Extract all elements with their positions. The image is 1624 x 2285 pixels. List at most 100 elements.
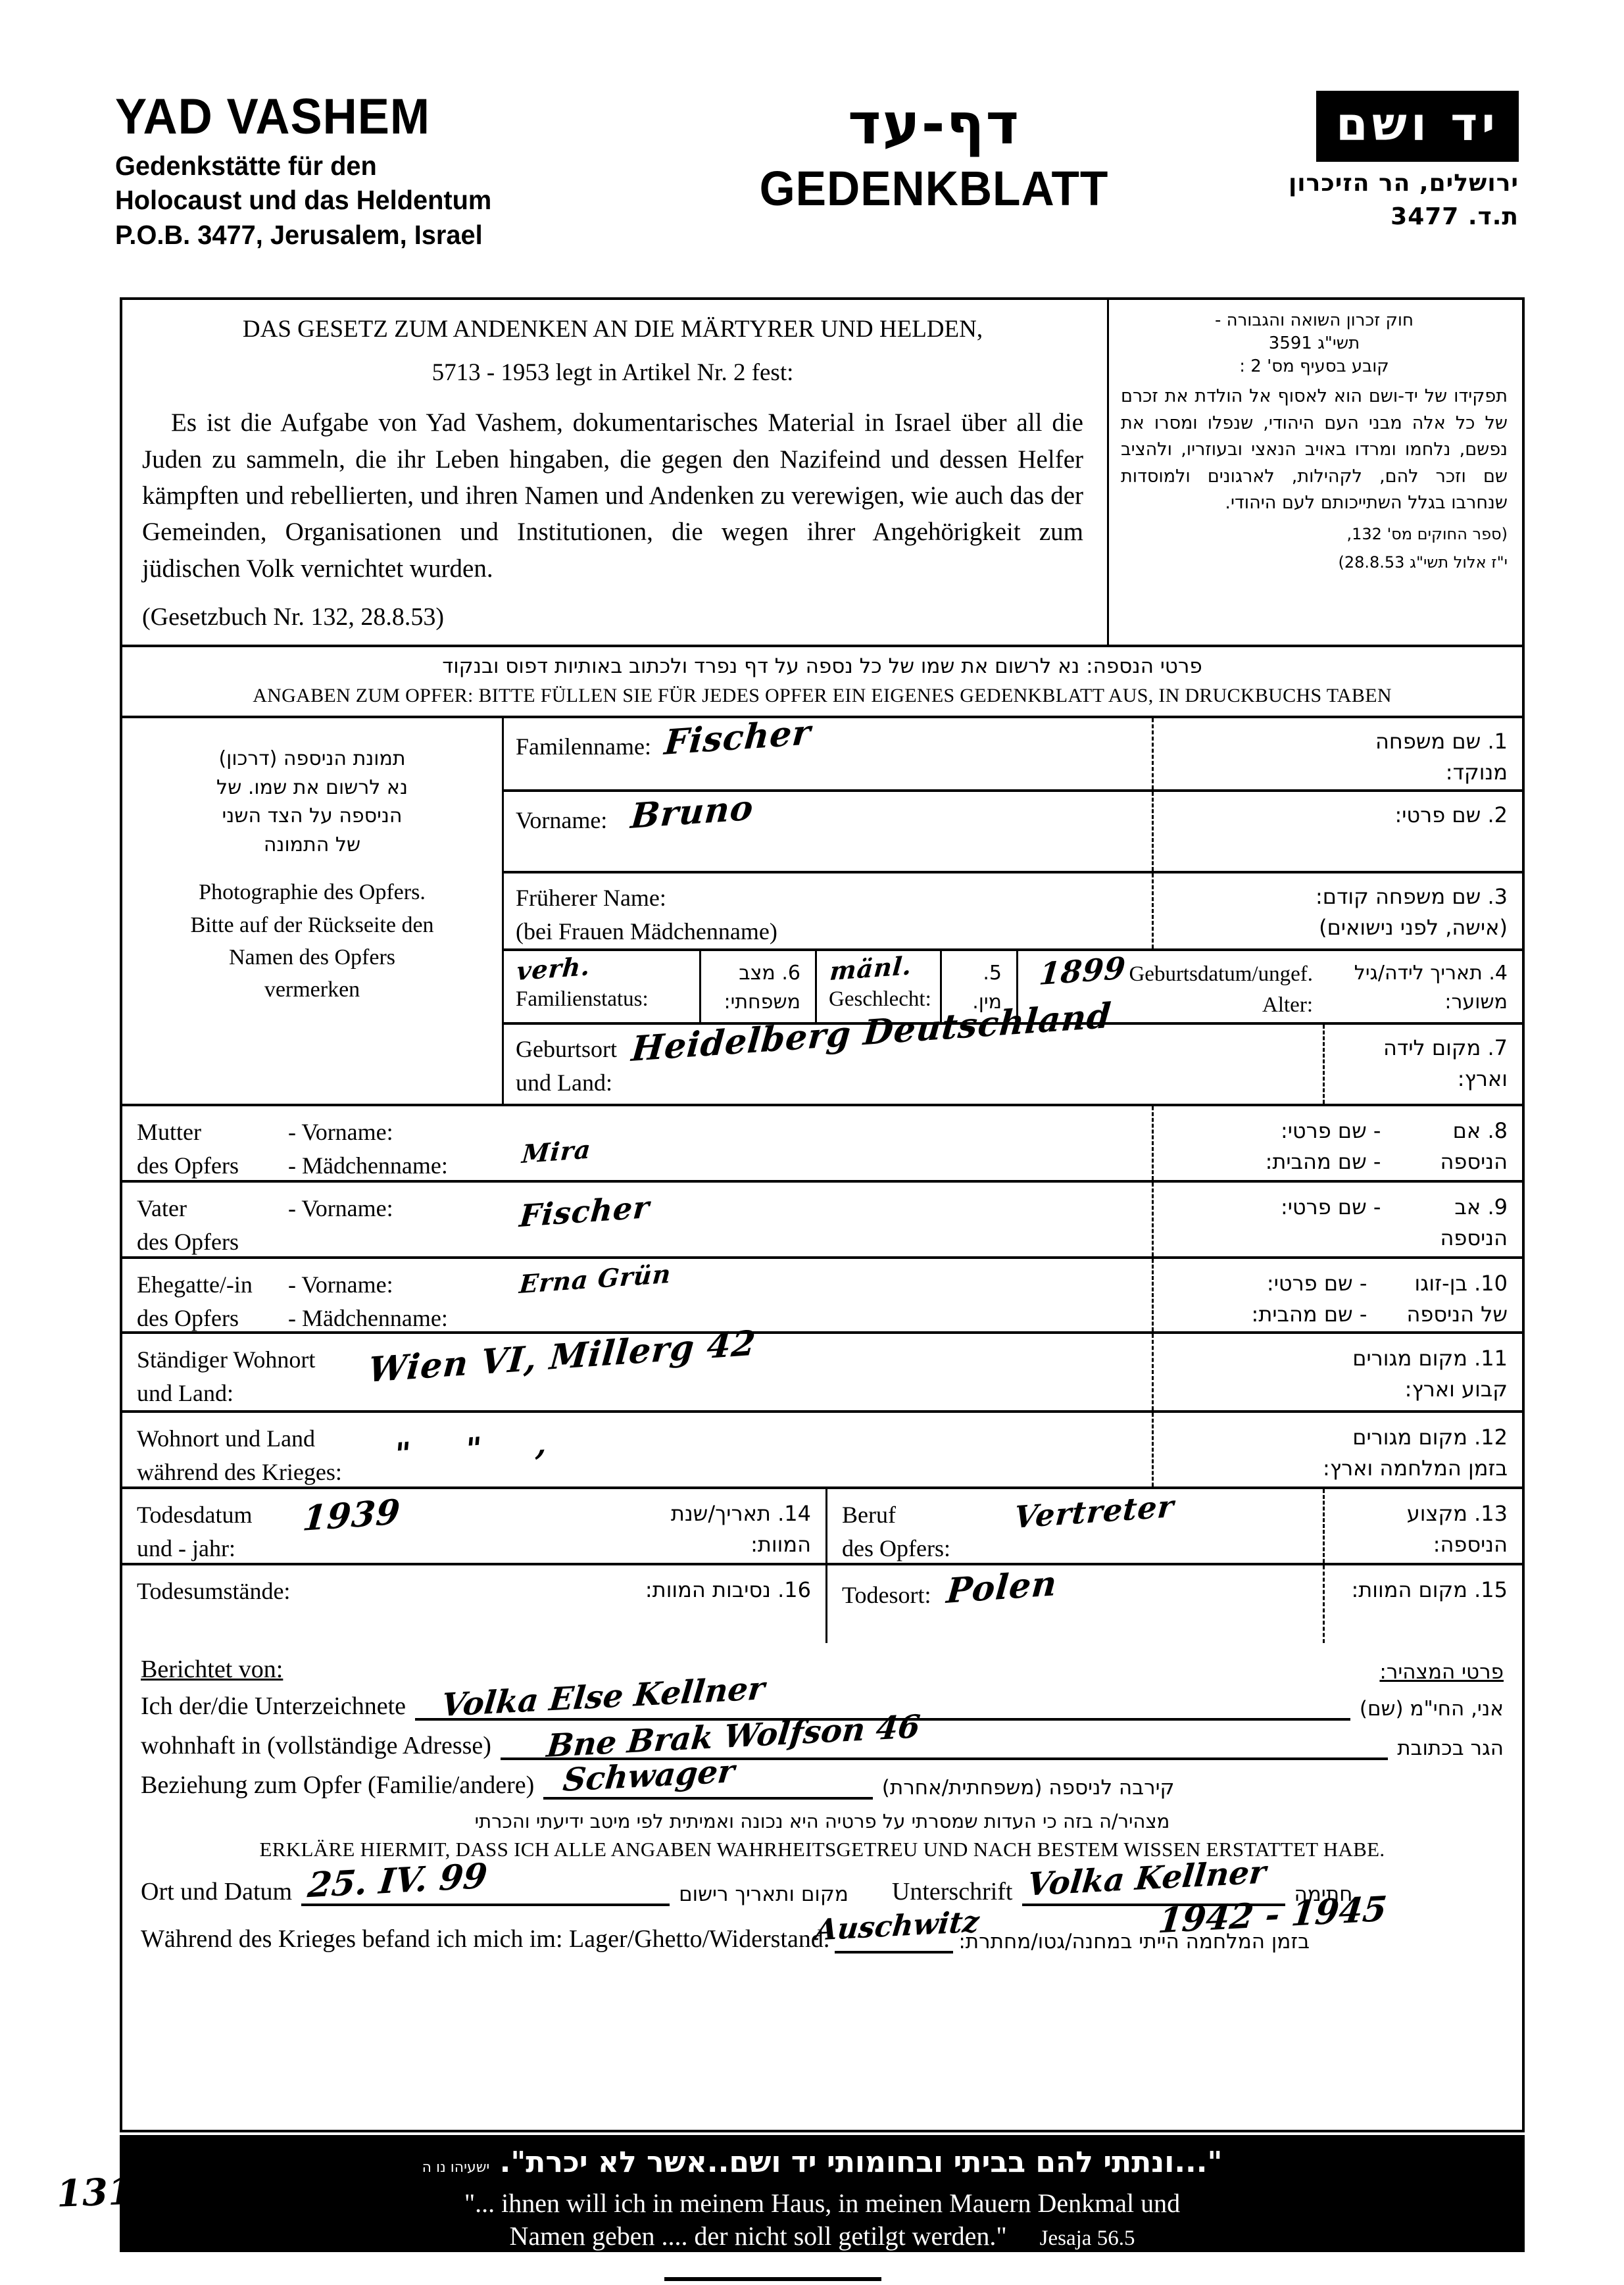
- banner-german-line2-wrap: Namen geben .... der nicht soll getilgt …: [120, 2220, 1525, 2253]
- field-1-label-de: Familenname:: [516, 733, 651, 760]
- field-row-10: Ehegatte/-in des Opfers - Vorname: - Mäd…: [122, 1258, 1522, 1335]
- field-10-sub-de-2: - Mädchenname:: [288, 1304, 448, 1331]
- declarant-address-row[interactable]: wohnhaft in (vollständige Adresse) Bne B…: [141, 1708, 1504, 1765]
- photo-de-line2: Bitte auf der Rückseite den: [190, 912, 434, 937]
- wartime-camp-input[interactable]: Auschwitz: [814, 1905, 981, 1954]
- field-8-label-de-1: Mutter: [137, 1119, 201, 1146]
- field-4-label-he: תאריך לידה/גיל משוער:: [1354, 962, 1508, 1014]
- law-title-hebrew-line3: קובע בסעיף מס' 2 :: [1239, 356, 1389, 377]
- law-block: DAS GESETZ ZUM ANDENKEN AN DIE MÄRTYRER …: [122, 300, 1522, 648]
- field-10-sub-he-1: - שם פרטי:: [1266, 1271, 1367, 1296]
- field-row-7: Geburtsort und Land: Heidelberg Deutschl…: [504, 996, 1522, 1104]
- masthead-left: YAD VASHEM Gedenkstätte für den Holocaus…: [115, 92, 654, 252]
- field-3-german-cell[interactable]: Früherer Name: (bei Frauen Mädchenname): [504, 873, 1154, 949]
- declarant-name-input[interactable]: Volka Else Kellner: [415, 1670, 1350, 1724]
- banner-hebrew-quote: "...ונתתי להם בביתי ובחומותי יד ושם..אשר…: [120, 2146, 1525, 2180]
- field-8-label-de-2: des Opfers: [137, 1152, 239, 1179]
- declarant-heading-row: Berichtet von: פרטי המצהיר:: [141, 1655, 1504, 1684]
- field-13-group: Beruf des Opfers: Vertreter 13. מקצוע: [827, 1488, 1522, 1563]
- signature-label-he: חתימה: [1294, 1882, 1353, 1907]
- field-2-german-cell[interactable]: Vorname: Bruno: [504, 788, 1154, 872]
- field-12-label-he-1: מקום מגורים: [1352, 1425, 1467, 1450]
- wartime-location-row: Während des Krieges befand ich mich im: …: [141, 1889, 1504, 1954]
- field-16-label-he: נסיבות המוות:: [645, 1577, 771, 1603]
- field-1-hebrew-cell: 1. שם משפחה מנוקד:: [1154, 718, 1522, 789]
- instruction-hebrew: פרטי הנספה: נא לרשום את שמו של כל נספה ע…: [442, 654, 1202, 679]
- form-grid: תמונת הניספה (דרכון) נא לרשום את שמו. של…: [122, 712, 1522, 1644]
- field-7-german-cell[interactable]: Geburtsort und Land: Heidelberg Deutschl…: [504, 996, 1325, 1104]
- field-2-label-he: שם פרטי:: [1394, 802, 1481, 828]
- field-10-hebrew-cell: 10. בן-זוגו של הניספה - שם פרטי: - שם מה…: [1154, 1259, 1522, 1331]
- declarant-name-label-he: אני, החי"מ (שם): [1359, 1697, 1504, 1721]
- photo-he-line2: נא לרשום את שמו. של: [216, 775, 408, 799]
- field-13-german-cell[interactable]: Beruf des Opfers: Vertreter: [827, 1488, 1325, 1563]
- signature-input[interactable]: Volka Kellner: [1021, 1854, 1285, 1907]
- archival-page-number: 1313: [55, 2169, 160, 2216]
- declarant-heading-de: Berichtet von:: [141, 1656, 283, 1684]
- field-15-hebrew-cell: 15. מקום המוות:: [1325, 1565, 1522, 1643]
- law-text-german: DAS GESETZ ZUM ANDENKEN AN DIE MÄRTYRER …: [122, 300, 1109, 645]
- photo-de-line3: Namen des Opfers: [228, 945, 396, 970]
- declarant-section: Berichtet von: פרטי המצהיר: Ich der/die …: [122, 1643, 1522, 1964]
- date-input[interactable]: 25. IV. 99: [301, 1856, 670, 1907]
- field-8-label-he-1: אם: [1452, 1118, 1481, 1144]
- field-8-number-label: 8. אם: [1440, 1116, 1508, 1146]
- isaiah-quote-banner: "...ונתתי להם בביתי ובחומותי יד ושם..אשר…: [120, 2135, 1525, 2252]
- field-15-german-cell[interactable]: Todesort: Polen: [827, 1563, 1325, 1644]
- field-3-label-de-1: Früherer Name:: [516, 885, 666, 912]
- field-9-german-cell[interactable]: Vater des Opfers - Vorname: Fischer: [122, 1183, 1154, 1257]
- field-row-4-5-6: verh. Familienstatus: 6. מצב משפחתי: män…: [504, 950, 1522, 1025]
- field-10-value-vorname: Erna Grün: [518, 1258, 673, 1300]
- field-9-sub-de-1: - Vorname:: [288, 1195, 393, 1222]
- field-13-value: Vertreter: [1012, 1488, 1176, 1536]
- photo-de-line4: vermerken: [264, 977, 360, 1002]
- field-8-german-cell[interactable]: Mutter des Opfers - Vorname: - Mädchenna…: [122, 1106, 1154, 1181]
- declarant-address-input[interactable]: Bne Brak Wolfson 46: [500, 1708, 1389, 1765]
- field-4-hebrew-cell: 4. תאריך לידה/גיל משוער:: [1325, 951, 1522, 1022]
- field-16-german-cell[interactable]: Todesumstände:: [122, 1565, 615, 1643]
- field-11-value: Wien VI, Millerg 42: [366, 1323, 758, 1391]
- law-citation-hebrew-line1: (ספר החוקים מס' 132,: [1346, 524, 1508, 543]
- field-6-hebrew-cell: 6. מצב משפחתי:: [701, 951, 817, 1023]
- field-9-value-vorname: Fischer: [518, 1189, 651, 1235]
- banner-hebrew-source: ישעיהו נו ה: [422, 2159, 490, 2176]
- law-title-hebrew-line1: חוק זכרון השואה והגבורה -: [1215, 310, 1414, 330]
- field-row-12: Wohnort und Land während des Krieges: " …: [122, 1413, 1522, 1490]
- field-1-german-cell[interactable]: Familenname: Fischer: [504, 712, 1154, 790]
- field-10-label-he-1: בן-זוגו: [1414, 1271, 1467, 1296]
- field-12-german-cell[interactable]: Wohnort und Land während des Krieges: " …: [122, 1413, 1154, 1487]
- field-16-number: 16.: [777, 1577, 811, 1603]
- field-5-hebrew-cell: 5. מין.: [942, 951, 1018, 1023]
- field-4-value: 1899: [1037, 950, 1128, 993]
- field-4-cell[interactable]: 1899 Geburtsdatum/ungef. Alter:: [1018, 950, 1325, 1022]
- law-body-hebrew: תפקידו של יד-ושם הוא לאסוף אל הולדת את ז…: [1121, 386, 1508, 514]
- declarant-name-row[interactable]: Ich der/die Unterzeichnete Volka Else Ke…: [141, 1670, 1504, 1724]
- declarant-relation-label-he: קירבה לניספה (משפחתית/אחרת): [881, 1776, 1175, 1800]
- field-row-11: Ständiger Wohnort und Land: Wien VI, Mil…: [122, 1323, 1522, 1413]
- field-14-group: Todesdatum und - jahr: 1939 14. תאריך/שנ…: [122, 1489, 827, 1563]
- field-1-number: 1.: [1487, 729, 1508, 754]
- law-citation-hebrew-line2: י"ז אלול תשי"ג 28.8.53): [1338, 553, 1508, 572]
- field-9-label-de-2: des Opfers: [137, 1228, 239, 1255]
- banner-german-source: Jesaja 56.5: [1039, 2226, 1135, 2250]
- field-8-hebrew-cell: 8. אם הניספה - שם פרטי: - שם מהבית:: [1154, 1106, 1522, 1180]
- wartime-label-de: Während des Krieges befand ich mich im: …: [141, 1925, 830, 1953]
- field-5-cell[interactable]: mänl. Geschlecht:: [817, 950, 942, 1023]
- field-10-number: 10.: [1474, 1271, 1508, 1296]
- field-8-sub-de-1: - Vorname:: [288, 1119, 393, 1146]
- logo-pobox-hebrew: ת.ד. 3477: [1390, 203, 1519, 230]
- field-row-3: Früherer Name: (bei Frauen Mädchenname) …: [504, 873, 1522, 952]
- field-5-value: mänl.: [828, 950, 914, 987]
- field-11-german-cell[interactable]: Ständiger Wohnort und Land: Wien VI, Mil…: [122, 1323, 1154, 1411]
- signature-row: Ort und Datum 25. IV. 99 מקום ותאריך ריש…: [141, 1854, 1504, 1907]
- field-14-label-he-2: המוות:: [750, 1531, 811, 1557]
- field-14-german-cell[interactable]: Todesdatum und - jahr: 1939: [122, 1489, 615, 1563]
- field-10-german-cell[interactable]: Ehegatte/-in des Opfers - Vorname: - Mäd…: [122, 1258, 1154, 1332]
- organization-subtitle-line2: Holocaust und das Heldentum: [115, 185, 492, 216]
- field-6-cell[interactable]: verh. Familienstatus:: [504, 951, 701, 1023]
- declarant-relation-row[interactable]: Beziehung zum Opfer (Familie/andere) Sch…: [141, 1753, 1504, 1800]
- photo-he-line1: תמונת הניספה (דרכון): [218, 747, 406, 771]
- field-13-label-he-1: מקצוע: [1406, 1501, 1467, 1527]
- declarant-relation-input[interactable]: Schwager: [543, 1753, 873, 1800]
